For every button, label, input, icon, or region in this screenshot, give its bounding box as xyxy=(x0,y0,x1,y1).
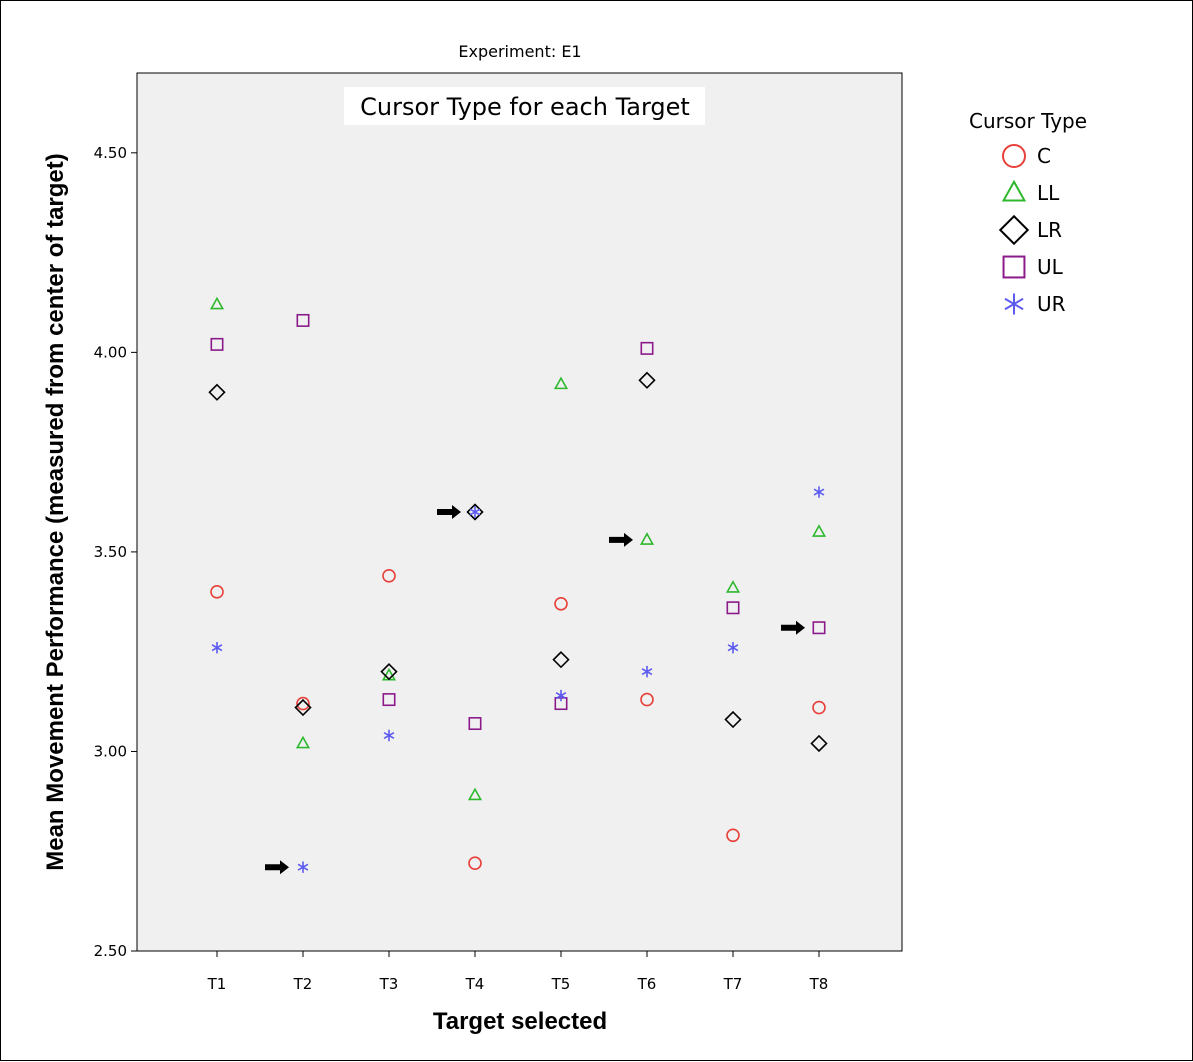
data-point-lr xyxy=(208,383,226,401)
data-point-ur xyxy=(813,486,825,498)
y-tick-label: 3.00 xyxy=(94,742,127,760)
legend-marker-ur xyxy=(1004,293,1024,315)
data-point-ur xyxy=(383,729,395,742)
annotation-arrow xyxy=(265,860,289,875)
data-point-ul xyxy=(210,337,224,351)
data-point-ur xyxy=(641,665,653,678)
data-point-lr xyxy=(724,710,742,729)
legend-label: C xyxy=(1037,144,1051,168)
data-point-ur xyxy=(469,506,481,518)
legend-item-ur: UR xyxy=(1004,292,1066,316)
y-tick-label: 3.50 xyxy=(94,543,127,561)
data-markers xyxy=(208,296,828,873)
y-tick-label: 2.50 xyxy=(94,942,127,960)
data-point-c xyxy=(382,569,396,583)
legend-item-lr: LR xyxy=(998,214,1062,246)
legend-label: UL xyxy=(1037,255,1064,279)
data-point-ul xyxy=(382,693,396,707)
data-point-c xyxy=(210,585,224,599)
x-tick-label: T3 xyxy=(379,975,399,993)
legend-marker-c xyxy=(1002,144,1026,168)
data-point-c xyxy=(468,856,482,871)
legend-label: LR xyxy=(1037,218,1062,242)
x-axis: T1 T2 T3 T4 T5 T6 T7 T8 xyxy=(207,951,829,993)
data-point-lr xyxy=(810,734,828,753)
y-axis-label: Mean Movement Performance (measured from… xyxy=(42,153,69,871)
legend-label: LL xyxy=(1037,181,1060,205)
data-point-ll xyxy=(725,580,741,593)
annotation-arrow xyxy=(609,532,633,547)
y-tick-label: 4.00 xyxy=(94,343,127,361)
data-point-ul xyxy=(812,621,826,635)
x-tick-label: T4 xyxy=(465,975,485,993)
legend-item-ll: LL xyxy=(1001,179,1060,205)
data-point-ll xyxy=(295,735,311,749)
data-point-ll xyxy=(811,524,827,537)
x-tick-label: T8 xyxy=(809,975,829,993)
data-point-ul xyxy=(726,601,740,615)
data-point-ur xyxy=(727,641,739,654)
annotation-arrows xyxy=(265,505,805,875)
x-tick-label: T5 xyxy=(551,975,571,993)
x-tick-label: T7 xyxy=(723,975,743,993)
data-point-ll xyxy=(553,376,569,390)
data-point-ul xyxy=(296,313,310,327)
legend: Cursor Type C LL LR UL UR xyxy=(969,109,1087,316)
chart-title: Experiment: E1 xyxy=(458,42,581,61)
data-point-c xyxy=(640,692,654,707)
legend-item-ul: UL xyxy=(1002,255,1064,279)
data-point-lr xyxy=(294,698,312,717)
legend-marker-ul xyxy=(1002,255,1026,279)
data-point-lr xyxy=(380,663,398,681)
legend-marker-ll xyxy=(1001,179,1027,202)
legend-marker-lr xyxy=(998,214,1030,246)
annotation-arrow xyxy=(781,620,805,635)
data-point-lr xyxy=(552,651,570,669)
y-tick-label: 4.50 xyxy=(94,144,127,162)
data-point-c xyxy=(812,700,826,715)
inner-title-box xyxy=(344,87,705,125)
data-point-ll xyxy=(209,296,225,310)
x-tick-label: T6 xyxy=(637,975,657,993)
legend-title: Cursor Type xyxy=(969,109,1087,133)
data-point-ll xyxy=(467,787,483,801)
data-point-ul xyxy=(640,341,654,355)
data-point-lr xyxy=(638,371,656,389)
x-tick-label: T1 xyxy=(207,975,227,993)
data-point-c xyxy=(554,596,568,611)
data-point-ur xyxy=(555,689,567,702)
data-point-c xyxy=(296,696,310,711)
plot-area xyxy=(136,72,903,952)
x-axis-label: Target selected xyxy=(433,1008,607,1035)
legend-item-c: C xyxy=(1002,144,1051,168)
data-point-ul xyxy=(468,717,482,731)
data-point-c xyxy=(726,828,740,843)
x-tick-label: T2 xyxy=(293,975,313,993)
inner-title: Cursor Type for each Target xyxy=(360,93,690,121)
data-point-ll xyxy=(639,532,655,545)
y-axis: 2.50 3.00 3.50 4.00 4.50 xyxy=(94,144,137,960)
legend-label: UR xyxy=(1037,292,1066,316)
data-point-ur xyxy=(297,861,309,873)
annotation-arrow xyxy=(437,505,461,519)
data-point-ur xyxy=(211,641,223,654)
